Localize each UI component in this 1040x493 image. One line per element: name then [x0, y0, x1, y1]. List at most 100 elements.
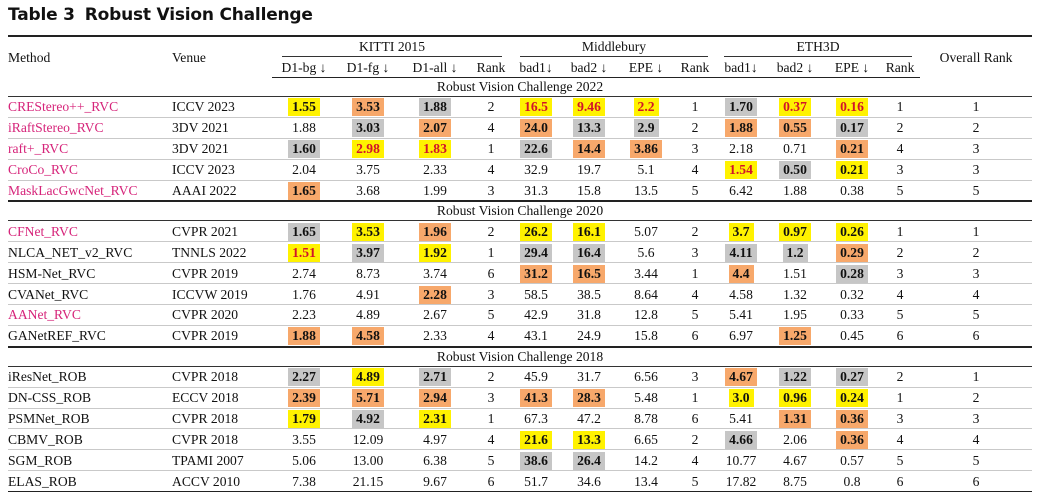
metric-cell: 1.2 — [766, 241, 825, 264]
table-row: ELAS_ROB ACCV 2010 7.38 21.15 9.67 6 51.7 34.6 1… — [8, 470, 1033, 493]
metric-value: 1 — [691, 265, 699, 281]
metric-cell: 1.92 — [400, 241, 470, 264]
metric-cell: 2.23 — [272, 304, 336, 326]
header-venue: Venue — [172, 35, 272, 78]
metric-value: 42.9 — [524, 307, 548, 323]
metric-value: 3.75 — [356, 162, 380, 178]
metric-cell: 3 — [470, 283, 513, 306]
method-name[interactable]: CroCo_RVC — [8, 159, 172, 181]
metric-cell: 2 — [470, 220, 513, 243]
metric-cell: 4 — [880, 283, 921, 306]
method-name[interactable]: CREStereo++_RVC — [8, 96, 172, 118]
metric-value: 6 — [487, 473, 495, 489]
metric-cell: 34.6 — [560, 470, 619, 493]
metric-cell: 1 — [470, 138, 513, 160]
metric-value: 4.58 — [352, 327, 384, 346]
overall-rank: 1 — [920, 220, 1033, 243]
method-name[interactable]: iRaftStereo_RVC — [8, 117, 172, 139]
venue: AAAI 2022 — [172, 180, 272, 202]
metric-value: 0.21 — [836, 140, 868, 159]
metric-cell: 2.27 — [272, 366, 336, 388]
metric-value: 21.15 — [352, 473, 384, 489]
metric-value: 6.97 — [729, 328, 753, 344]
metric-value: 13.3 — [573, 430, 605, 449]
metric-cell: 5 — [880, 304, 921, 326]
metric-value: 8.73 — [356, 265, 380, 281]
metric-value: 2.94 — [419, 389, 451, 408]
venue: CVPR 2019 — [172, 262, 272, 285]
metric-cell: 3 — [880, 159, 921, 181]
metric-cell: 1 — [880, 220, 921, 243]
metric-cell: 45.9 — [512, 366, 561, 388]
metric-cell: 3.44 — [618, 262, 675, 285]
metric-cell: 6 — [470, 262, 513, 285]
metric-value: 8.75 — [783, 473, 807, 489]
metric-value: 2 — [691, 120, 699, 136]
section-title: Robust Vision Challenge 2022 — [8, 77, 1033, 97]
metric-value: 47.2 — [577, 411, 601, 427]
metric-cell: 1.95 — [766, 304, 825, 326]
venue: ICCV 2023 — [172, 96, 272, 118]
metric-cell: 1.51 — [272, 241, 336, 264]
venue: CVPR 2018 — [172, 428, 272, 451]
overall-rank: 5 — [920, 449, 1033, 472]
metric-cell: 0.8 — [824, 470, 881, 493]
overall-rank: 5 — [920, 304, 1033, 326]
metric-value: 0.16 — [836, 98, 868, 117]
metric-cell: 0.16 — [824, 96, 881, 118]
metric-cell: 4.58 — [336, 325, 400, 348]
metric-cell: 1.96 — [400, 220, 470, 243]
header-col: bad2 ↓ — [766, 57, 825, 78]
metric-cell: 0.38 — [824, 180, 881, 202]
metric-cell: 1.70 — [716, 96, 767, 118]
metric-cell: 1.76 — [272, 283, 336, 306]
metric-cell: 4 — [470, 325, 513, 348]
metric-value: 5.06 — [292, 452, 316, 468]
metric-cell: 13.4 — [618, 470, 675, 493]
metric-cell: 1.65 — [272, 220, 336, 243]
metric-cell: 1 — [674, 262, 717, 285]
table-row: iResNet_ROB CVPR 2018 2.27 4.89 2.71 2 45.9 31.… — [8, 366, 1033, 388]
metric-value: 1.99 — [423, 183, 447, 198]
method-name[interactable]: CFNet_RVC — [8, 220, 172, 243]
metric-cell: 2.28 — [400, 283, 470, 306]
metric-value: 31.8 — [577, 307, 601, 323]
metric-cell: 5.06 — [272, 449, 336, 472]
metric-cell: 1.88 — [400, 96, 470, 118]
metric-cell: 5 — [674, 470, 717, 493]
method-name[interactable]: MaskLacGwcNet_RVC — [8, 180, 172, 202]
header-middlebury: Middlebury — [520, 37, 708, 57]
metric-value: 1.95 — [783, 307, 807, 323]
metric-value: 1.60 — [288, 140, 320, 159]
metric-cell: 1.22 — [766, 366, 825, 388]
table-row: iRaftStereo_RVC 3DV 2021 1.88 3.03 2.07 4 24.0… — [8, 117, 1033, 139]
metric-value: 2.28 — [419, 285, 451, 304]
metric-value: 13.3 — [573, 119, 605, 138]
metric-value: 4.67 — [783, 452, 807, 468]
metric-value: 4.4 — [728, 264, 754, 283]
metric-value: 2.2 — [633, 98, 659, 117]
metric-cell: 17.82 — [716, 470, 767, 493]
table-row: MaskLacGwcNet_RVC AAAI 2022 1.65 3.68 1.99 3 3… — [8, 180, 1033, 202]
metric-value: 41.3 — [520, 389, 552, 408]
metric-value: 3.03 — [352, 119, 384, 138]
header-col: D1-all ↓ — [400, 57, 470, 78]
overall-rank: 3 — [920, 262, 1033, 285]
metric-cell: 16.5 — [512, 96, 561, 118]
metric-value: 3.53 — [352, 222, 384, 241]
metric-cell: 4 — [880, 428, 921, 451]
method-name[interactable]: AANet_RVC — [8, 304, 172, 326]
metric-value: 31.3 — [524, 183, 548, 198]
metric-value: 24.0 — [520, 119, 552, 138]
metric-cell: 0.21 — [824, 159, 881, 181]
metric-cell: 4 — [880, 138, 921, 160]
metric-cell: 1.88 — [766, 180, 825, 202]
metric-value: 0.71 — [783, 141, 807, 157]
metric-value: 5 — [896, 183, 904, 198]
metric-cell: 3.7 — [716, 220, 767, 243]
metric-cell: 31.3 — [512, 180, 561, 202]
venue: 3DV 2021 — [172, 138, 272, 160]
metric-cell: 1.88 — [716, 117, 767, 139]
method-name[interactable]: raft+_RVC — [8, 138, 172, 160]
metric-value: 2 — [691, 223, 699, 239]
